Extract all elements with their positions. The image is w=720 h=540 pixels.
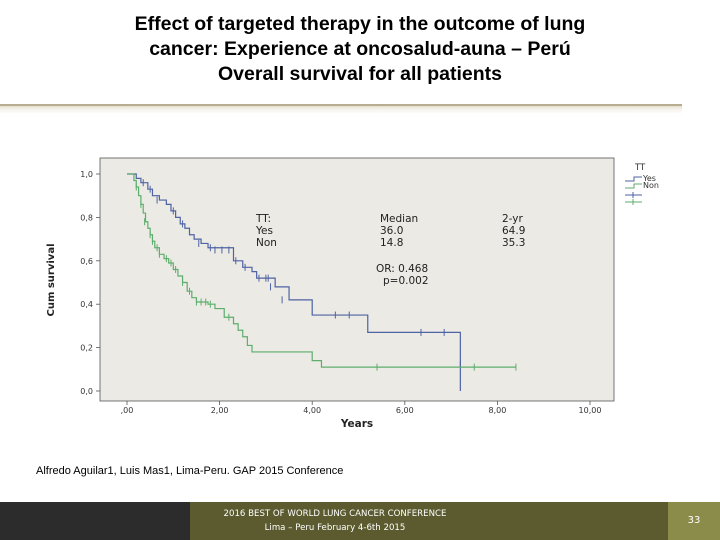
footer-line-2: Lima – Peru February 4-6th 2015	[264, 523, 406, 533]
title-divider-line	[0, 104, 682, 106]
citation: Alfredo Aguilar1, Luis Mas1, Lima-Peru. …	[36, 465, 344, 477]
title-line-1: Effect of targeted therapy in the outcom…	[134, 13, 586, 35]
y-tick-label: 0,0	[80, 387, 93, 396]
stats-row-yes-2yr: 64.9	[502, 225, 525, 237]
stats-row-non-2yr: 35.3	[502, 237, 525, 249]
y-tick-label: 0,6	[80, 257, 93, 266]
p-value-text: p=0.002	[383, 275, 429, 287]
footer-line-1: 2016 BEST OF WORLD LUNG CANCER CONFERENC…	[223, 509, 447, 519]
series-line-yes	[127, 173, 461, 391]
y-tick-label: 0,4	[80, 300, 93, 309]
plot-area	[99, 157, 615, 402]
footer-left-block	[0, 502, 190, 540]
x-axis-label: Years	[340, 418, 373, 430]
x-tick-label: 10,00	[579, 406, 602, 415]
series-line-non	[127, 173, 516, 368]
survival-chart: 0,0 0,2 0,4 0,6 0,8 1,0 ,00 2,00 4,00 6,00 8,00 10,…	[30, 150, 680, 440]
slide-title: Effect of targeted therapy in the outcom…	[40, 12, 680, 87]
legend-swatch-non	[625, 183, 642, 189]
y-tick-label: 1,0	[80, 170, 93, 179]
x-tick-label: ,00	[121, 406, 134, 415]
x-tick-label: 8,00	[488, 406, 506, 415]
footer-bar: 2016 BEST OF WORLD LUNG CANCER CONFERENC…	[0, 502, 720, 540]
odds-ratio-text: OR: 0.468	[376, 263, 428, 275]
x-tick-label: 6,00	[396, 406, 414, 415]
x-tick-label: 2,00	[211, 406, 229, 415]
stats-row-non-label: Non	[256, 237, 277, 249]
stats-annotation: TT: Median 2-yr Yes 36.0 64.9 Non 14.8 3…	[255, 213, 525, 287]
stats-row-non-median: 14.8	[380, 237, 403, 249]
curves	[127, 173, 517, 391]
title-line-3: Overall survival for all patients	[218, 63, 502, 85]
stats-row-yes-label: Yes	[255, 225, 273, 237]
stats-header-2yr: 2-yr	[502, 213, 523, 225]
legend-swatch-yes	[625, 176, 642, 182]
title-line-2: cancer: Experience at oncosalud-auna – P…	[149, 38, 571, 60]
x-tick-label: 4,00	[303, 406, 321, 415]
axes: 0,0 0,2 0,4 0,6 0,8 1,0 ,00 2,00 4,00 6,00 8,00 10,…	[80, 170, 601, 415]
y-axis-label: Cum survival	[46, 243, 57, 316]
footer-conference: 2016 BEST OF WORLD LUNG CANCER CONFERENC…	[190, 507, 480, 535]
y-tick-label: 0,8	[80, 213, 93, 222]
stats-header-median: Median	[380, 213, 418, 225]
legend-entry-yes: Yes	[642, 174, 656, 183]
legend-title: TT	[634, 163, 646, 173]
y-tick-label: 0,2	[80, 344, 93, 353]
legend: TT Yes Non	[625, 163, 659, 205]
legend-entry-non: Non	[643, 181, 659, 190]
stats-row-yes-median: 36.0	[380, 225, 403, 237]
page-number: 33	[668, 502, 720, 540]
stats-header-tt: TT:	[255, 213, 271, 225]
title-divider	[0, 104, 682, 114]
